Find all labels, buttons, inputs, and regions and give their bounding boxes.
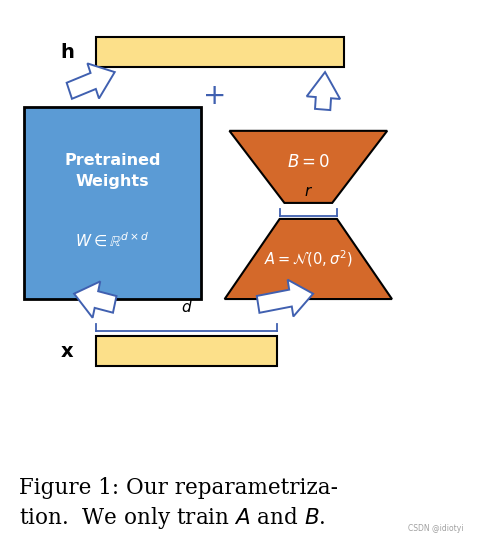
Text: Pretrained: Pretrained (64, 153, 161, 168)
Text: $W \in \mathbb{R}^{d\times d}$: $W \in \mathbb{R}^{d\times d}$ (75, 231, 150, 249)
Text: $r$: $r$ (304, 184, 313, 199)
Bar (96, 336, 277, 366)
Polygon shape (229, 131, 387, 203)
Text: h: h (60, 43, 74, 61)
Bar (24, 107, 201, 299)
Text: $d$: $d$ (181, 299, 192, 315)
Text: Figure 1: Our reparametriza-
tion.  We only train $A$ and $B$.: Figure 1: Our reparametriza- tion. We on… (19, 477, 338, 531)
Text: $A = \mathcal{N}(0,\sigma^2)$: $A = \mathcal{N}(0,\sigma^2)$ (264, 249, 353, 269)
Bar (96, 37, 344, 67)
Text: $B = 0$: $B = 0$ (287, 153, 330, 170)
Text: Weights: Weights (76, 174, 149, 189)
Polygon shape (225, 219, 392, 299)
Text: CSDN @idiotyi: CSDN @idiotyi (408, 524, 464, 533)
Text: x: x (61, 342, 73, 360)
Polygon shape (66, 64, 115, 99)
Text: $+$: $+$ (202, 82, 224, 110)
Polygon shape (257, 280, 313, 317)
Polygon shape (307, 72, 340, 110)
Polygon shape (74, 281, 117, 318)
